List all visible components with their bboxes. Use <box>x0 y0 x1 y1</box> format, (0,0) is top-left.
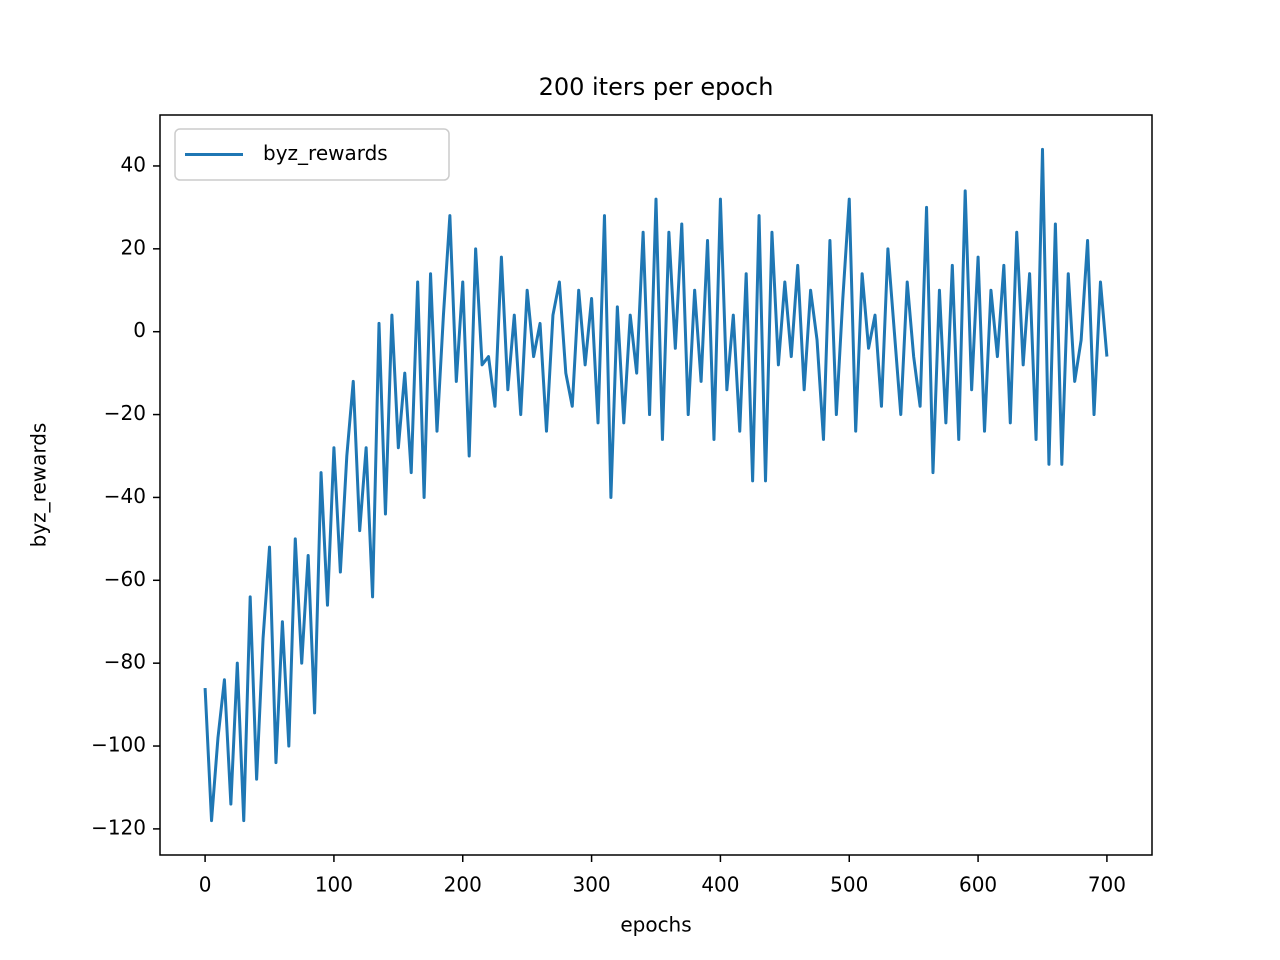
x-tick-label: 400 <box>701 873 739 897</box>
x-tick-label: 500 <box>830 873 868 897</box>
y-tick-label: −120 <box>91 815 146 839</box>
x-tick-label: 100 <box>315 873 353 897</box>
chart-title: 200 iters per epoch <box>539 73 774 101</box>
y-axis-label: byz_rewards <box>27 423 51 548</box>
x-tick-label: 300 <box>572 873 610 897</box>
y-tick-label: 0 <box>133 318 146 342</box>
y-tick-label: −40 <box>104 484 146 508</box>
x-tick-label: 600 <box>959 873 997 897</box>
y-tick-label: −100 <box>91 733 146 757</box>
legend-label: byz_rewards <box>263 141 388 165</box>
x-tick-label: 700 <box>1088 873 1126 897</box>
x-axis-label: epochs <box>620 913 691 937</box>
plot-frame <box>159 114 1153 856</box>
y-tick-label: −20 <box>104 401 146 425</box>
y-tick-label: 40 <box>121 152 146 176</box>
x-tick-label: 200 <box>444 873 482 897</box>
x-tick-label: 0 <box>199 873 212 897</box>
data-line <box>203 147 1109 823</box>
legend-box <box>174 128 450 181</box>
y-tick-label: −60 <box>104 567 146 591</box>
y-tick-label: −80 <box>104 650 146 674</box>
y-tick-label: 20 <box>121 235 146 259</box>
